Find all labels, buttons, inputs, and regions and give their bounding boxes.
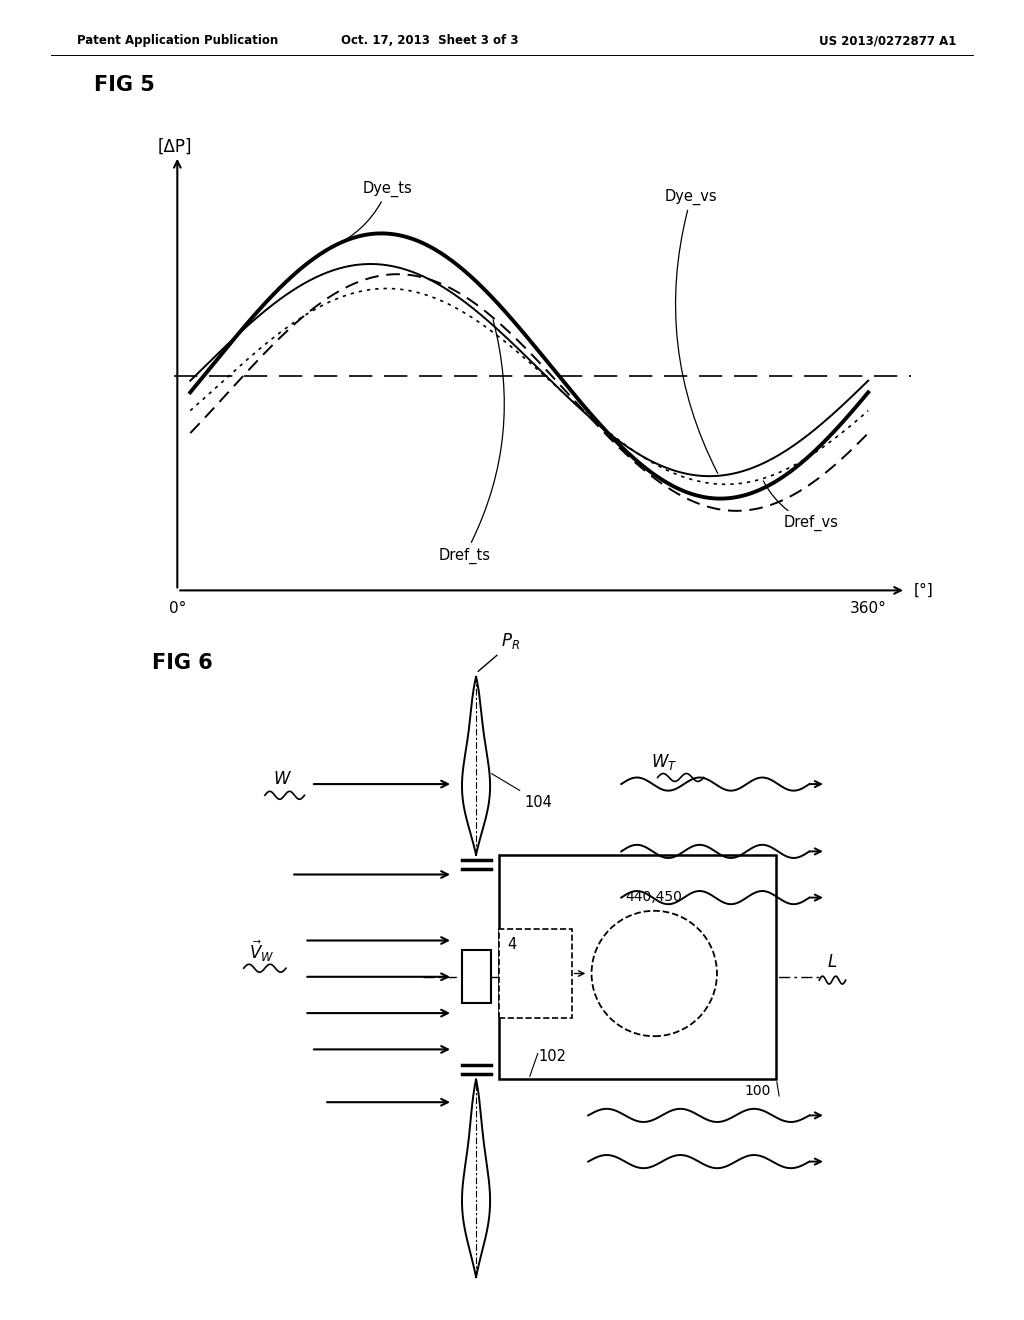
Text: [°]: [°] [913,583,933,598]
Bar [499,855,776,1080]
Bar [462,950,490,1003]
Text: Patent Application Publication: Patent Application Publication [77,34,279,48]
Polygon shape [462,1080,490,1278]
Text: 360°: 360° [850,601,887,615]
Text: Dref_ts: Dref_ts [438,319,504,564]
Text: 440,450: 440,450 [626,890,683,904]
Text: US 2013/0272877 A1: US 2013/0272877 A1 [819,34,956,48]
Text: $\vec{V}_W$: $\vec{V}_W$ [249,939,274,965]
Text: $P_R$: $P_R$ [501,631,520,651]
Text: 4: 4 [507,937,516,952]
Text: FIG 6: FIG 6 [152,653,212,673]
Text: L: L [827,953,837,972]
Text: W: W [273,770,290,788]
Text: Dref_vs: Dref_vs [763,480,839,531]
Text: $W_T$: $W_T$ [651,752,677,772]
Text: [ΔP]: [ΔP] [158,137,193,156]
Text: Oct. 17, 2013  Sheet 3 of 3: Oct. 17, 2013 Sheet 3 of 3 [341,34,519,48]
Bar [499,929,571,1018]
Text: Dye_ts: Dye_ts [333,181,413,247]
Text: FIG 5: FIG 5 [94,75,155,95]
Text: 100: 100 [744,1085,771,1098]
Text: 102: 102 [539,1049,566,1064]
Circle shape [592,911,717,1036]
Text: 0°: 0° [169,601,186,615]
Text: Dye_vs: Dye_vs [665,189,718,474]
Polygon shape [462,676,490,855]
Text: 104: 104 [524,795,552,810]
